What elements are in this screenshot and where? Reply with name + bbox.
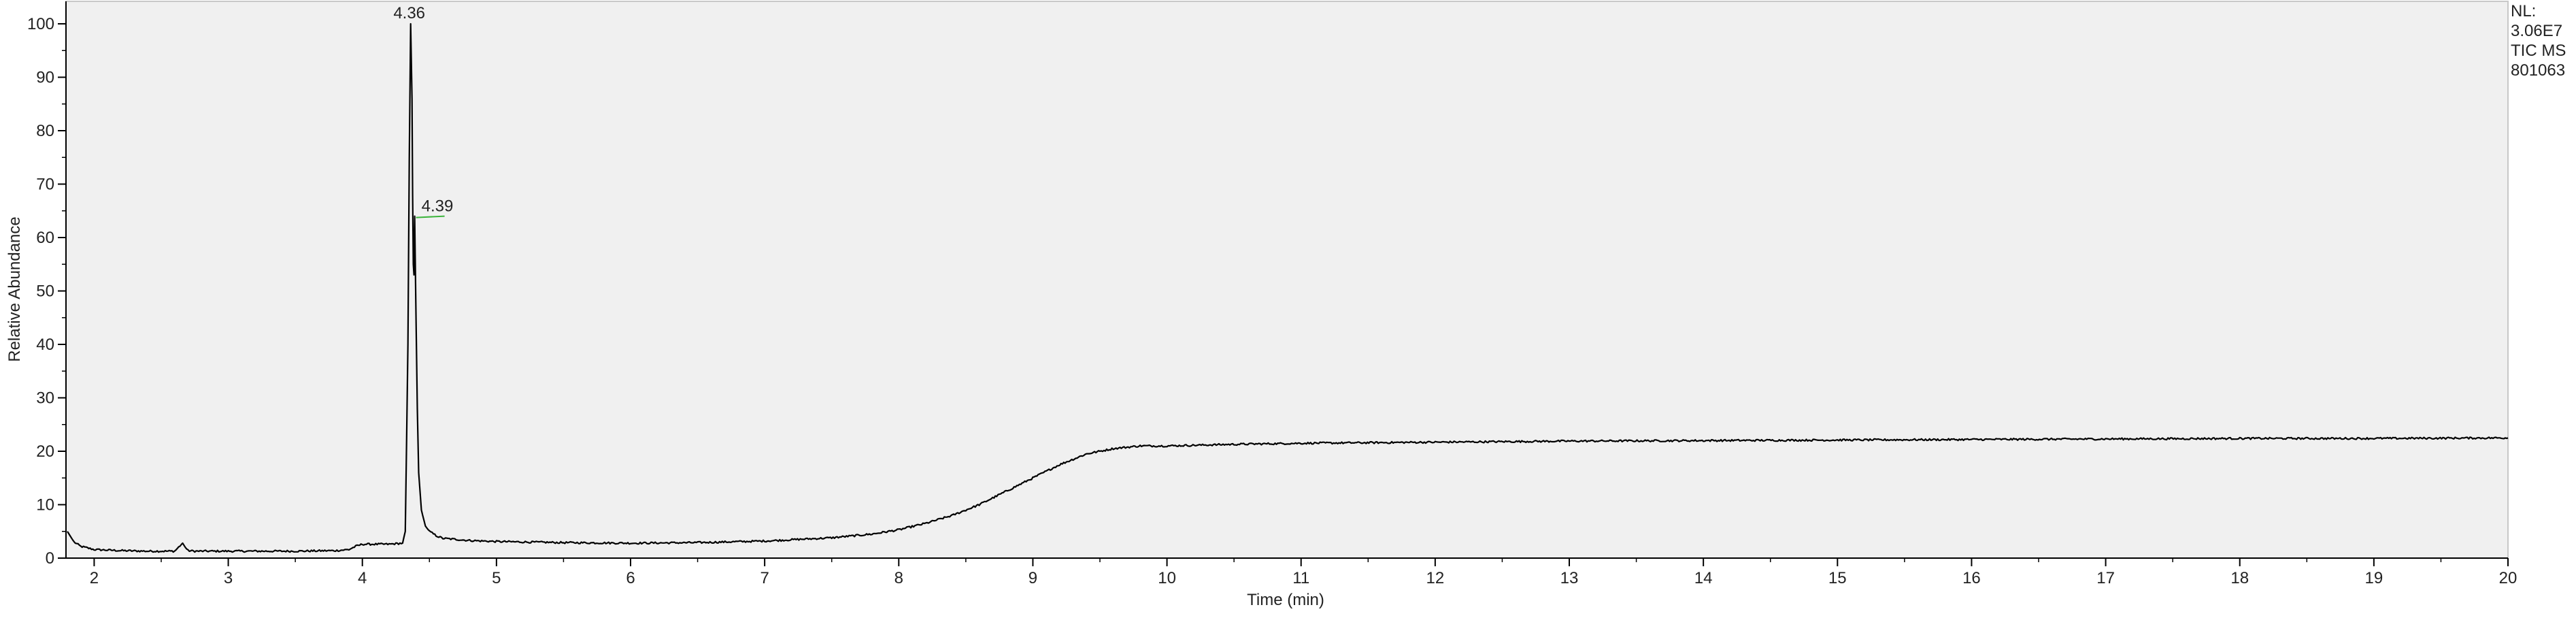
peak-label-leader: [416, 215, 445, 218]
info-box-line: 3.06E7: [2511, 22, 2562, 40]
peak-annotations: 4.36 4.39: [393, 4, 453, 218]
y-axis-title: Relative Abundance: [5, 216, 24, 362]
x-tick-label: 4: [358, 569, 367, 587]
x-tick-label: 7: [760, 569, 769, 587]
plot-area: [65, 1, 2509, 559]
y-tick-label: 0: [46, 549, 54, 568]
peak-label: 4.39: [422, 197, 454, 216]
y-tick-label: 60: [36, 229, 54, 247]
x-tick-label: 3: [224, 569, 233, 587]
y-tick-label: 20: [36, 442, 54, 461]
x-tick-label: 14: [1694, 569, 1713, 587]
info-box-line: 801063: [2511, 61, 2565, 80]
y-axis-ticks: 0 10 20 30 40 50 60 70 80 90 100: [27, 15, 66, 568]
y-tick-label: 90: [36, 69, 54, 87]
x-tick-label: 17: [2096, 569, 2115, 587]
x-tick-label: 8: [894, 569, 903, 587]
x-tick-label: 2: [90, 569, 99, 587]
peak-label: 4.36: [393, 4, 425, 22]
info-box-line: NL:: [2511, 2, 2536, 20]
x-tick-label: 13: [1560, 569, 1579, 587]
x-axis-title: Time (min): [1247, 591, 1324, 609]
x-tick-label: 15: [1828, 569, 1847, 587]
x-tick-label: 16: [1962, 569, 1981, 587]
y-tick-label: 30: [36, 389, 54, 408]
series-line: [67, 22, 2509, 553]
minor-ticks: [62, 50, 2442, 562]
y-tick-label: 40: [36, 336, 54, 354]
y-tick-label: 100: [27, 15, 54, 33]
x-axis-ticks: 2 3 4 5 6 7 8 9 10 11 12 13 14 15 16 17 18 19 20: [90, 558, 2518, 587]
x-tick-label: 12: [1426, 569, 1445, 587]
x-tick-label: 6: [626, 569, 635, 587]
x-tick-label: 20: [2499, 569, 2518, 587]
y-tick-label: 50: [36, 282, 54, 301]
y-tick-label: 80: [36, 122, 54, 140]
x-tick-label: 5: [492, 569, 501, 587]
info-box-line: TIC MS: [2511, 42, 2566, 60]
x-tick-label: 11: [1292, 569, 1309, 587]
x-tick-label: 19: [2365, 569, 2383, 587]
y-tick-label: 70: [36, 176, 54, 194]
x-tick-label: 9: [1028, 569, 1037, 587]
y-tick-label: 10: [36, 496, 54, 515]
x-tick-label: 10: [1158, 569, 1176, 587]
x-tick-label: 18: [2230, 569, 2249, 587]
